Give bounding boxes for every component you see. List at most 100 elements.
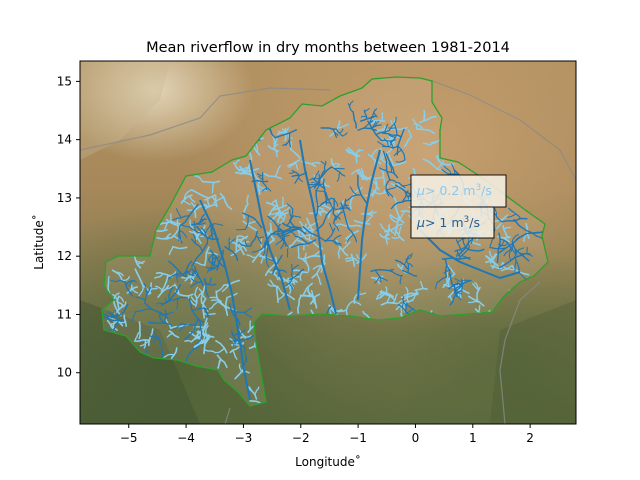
river-large [455, 239, 463, 253]
river-small [109, 319, 118, 325]
river-large [464, 246, 485, 252]
river-large [457, 238, 465, 244]
river-small [381, 112, 384, 122]
river-large [374, 120, 380, 128]
river-large [513, 218, 535, 235]
river-large [525, 246, 528, 255]
river-small [345, 300, 354, 311]
river-small [207, 198, 211, 207]
river-small [523, 232, 528, 243]
river-large [282, 238, 287, 247]
river-small [154, 272, 164, 279]
river-small [337, 246, 341, 259]
river-small [254, 386, 260, 396]
river-large [228, 238, 236, 244]
x-tick-label: 0 [412, 431, 420, 445]
river-small [204, 246, 210, 266]
river-large [332, 207, 350, 210]
x-tick-label: −4 [177, 431, 195, 445]
river-small [201, 334, 207, 343]
river-small [392, 196, 398, 208]
river-large [192, 233, 196, 244]
legend-box-small: μ> 0.2 m3/s [410, 174, 507, 208]
river-small [281, 292, 296, 301]
river-large [203, 307, 209, 319]
x-axis-label: Longitude˚ [295, 454, 361, 469]
river-small [503, 237, 510, 243]
river-large [318, 169, 326, 185]
river-large [381, 132, 403, 138]
river-small [407, 129, 412, 138]
river-small [208, 300, 219, 310]
river-large [184, 318, 199, 340]
river-small [275, 285, 279, 303]
river-large [168, 286, 174, 302]
river-large [367, 120, 383, 142]
river-large [184, 260, 193, 277]
river-large [231, 330, 246, 349]
river-small [502, 226, 511, 230]
river-small [277, 130, 286, 134]
river-large [373, 112, 378, 118]
legend-label-small: μ> 0.2 m3/s [416, 183, 492, 198]
river-small [385, 286, 388, 296]
river-small [202, 312, 216, 316]
river-large [209, 224, 213, 235]
river-large [196, 225, 219, 241]
river-large [258, 175, 264, 181]
river-small [162, 237, 171, 240]
river-large [406, 255, 413, 260]
river-large [407, 253, 413, 258]
river-large [390, 199, 412, 210]
river-small [299, 294, 313, 297]
river-large [407, 263, 414, 267]
river-small [446, 271, 449, 284]
river-small [229, 240, 245, 256]
river-small [390, 214, 402, 221]
river-large [289, 208, 294, 222]
river-small [134, 268, 144, 287]
river-small [273, 138, 278, 146]
river-small [264, 263, 276, 277]
river-large [274, 129, 297, 139]
river-large [314, 189, 319, 219]
y-tick-label: 14 [57, 133, 72, 147]
river-small [242, 203, 249, 219]
river-large [332, 222, 340, 232]
river-large [489, 238, 494, 248]
river-large [180, 323, 197, 326]
river-small [437, 154, 442, 164]
river-small [217, 358, 222, 369]
river-small [118, 295, 125, 303]
river-large [332, 198, 335, 215]
river-large [514, 256, 520, 274]
river-large [195, 222, 206, 225]
river-large [213, 256, 216, 266]
river-small [266, 222, 273, 239]
river-small [184, 340, 193, 343]
river-large [194, 266, 204, 287]
river-large [525, 253, 533, 257]
river-large [201, 227, 209, 244]
river-small [111, 269, 123, 282]
river-small [190, 296, 198, 303]
river-small [203, 348, 216, 354]
x-tick-label: −5 [120, 431, 138, 445]
river-large [332, 128, 337, 138]
river-large [173, 323, 182, 330]
river-large [332, 234, 342, 242]
river-large [323, 160, 327, 171]
river-large [294, 235, 309, 245]
river-small [391, 236, 401, 239]
legend-box-large: μ> 1 m3/s [410, 206, 495, 239]
river-small [267, 205, 278, 218]
river-large [344, 200, 351, 211]
river-small [318, 207, 324, 215]
river-small [359, 174, 368, 181]
y-tick-label: 12 [57, 249, 72, 263]
river-large [374, 276, 381, 284]
river-small [242, 220, 257, 231]
river-small [201, 180, 221, 184]
river-large [494, 207, 498, 218]
river-small [274, 165, 281, 178]
